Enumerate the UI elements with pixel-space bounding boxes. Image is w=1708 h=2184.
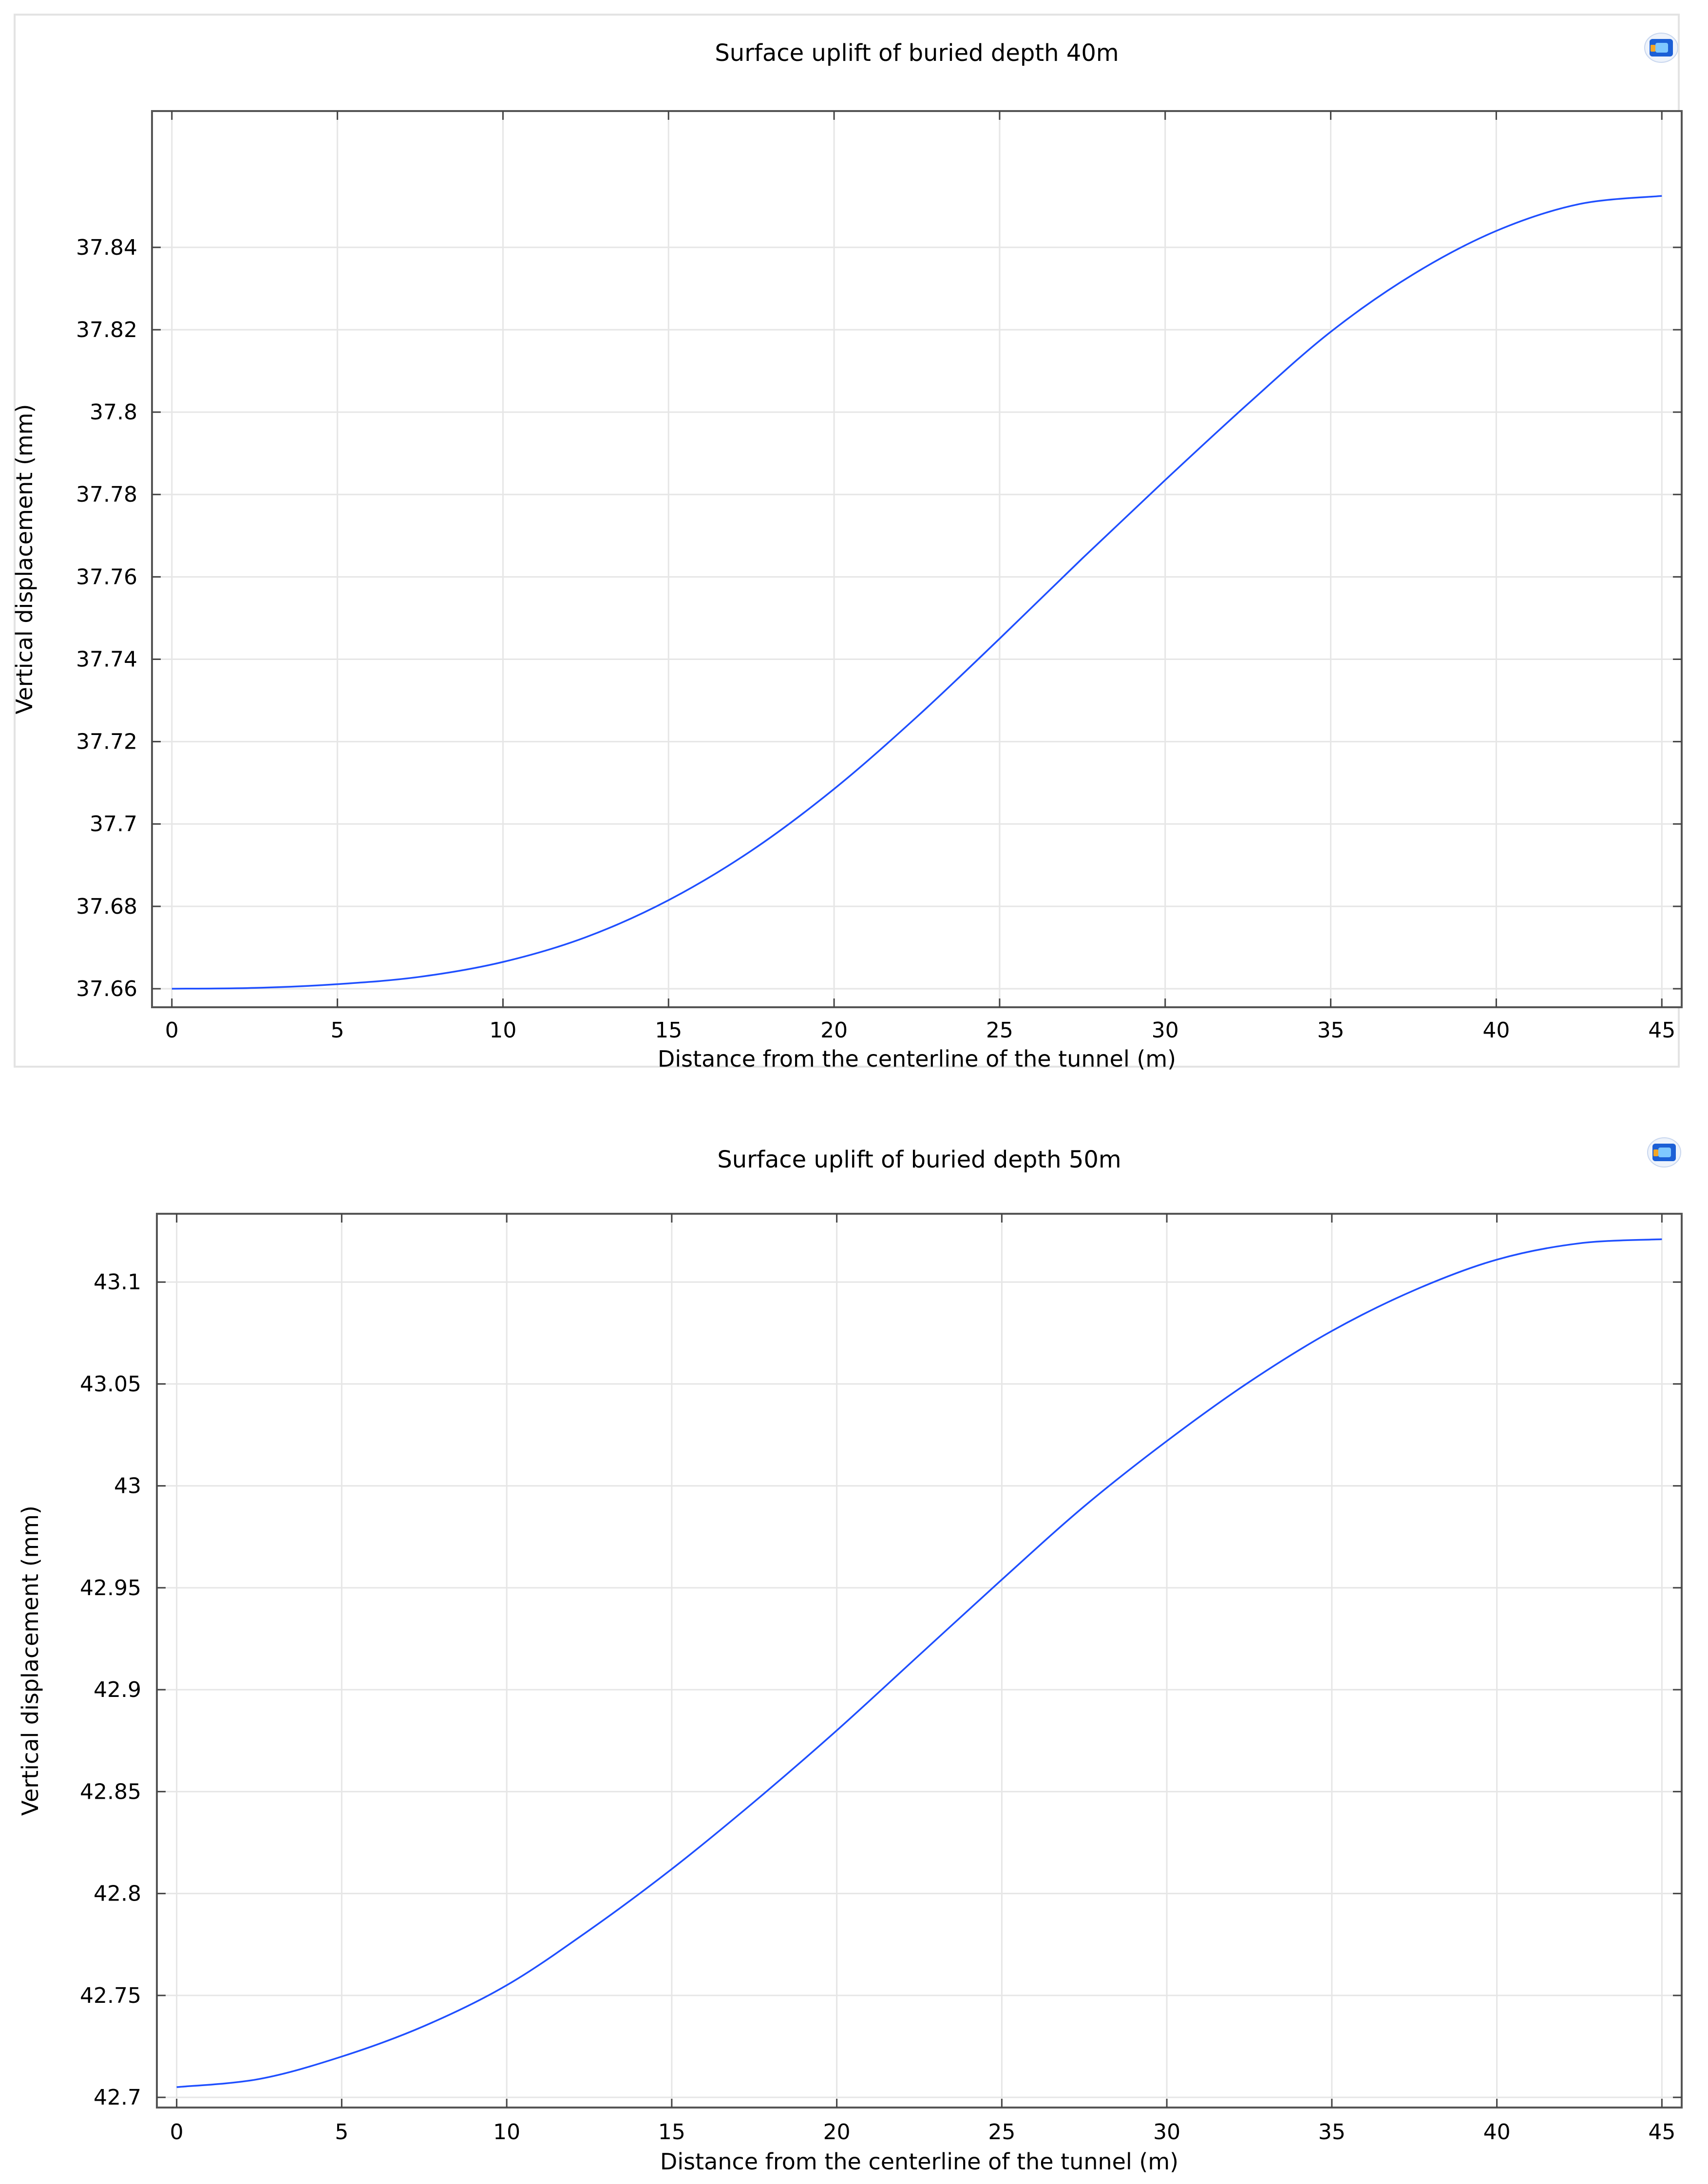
x-tick-label: 15 [655, 1018, 682, 1043]
y-tick-label: 37.8 [90, 400, 137, 425]
plot-area [156, 1213, 1683, 2109]
y-tick-label: 37.66 [76, 977, 137, 1001]
plot-border [151, 110, 1683, 1008]
y-tick-label: 37.7 [90, 812, 137, 837]
chart-panel-depth-50: Surface uplift of buried depth 50m 0 5 10 15… [0, 1092, 1708, 2184]
y-tick-label: 42.75 [80, 1983, 141, 2008]
x-tick-label: 25 [986, 1018, 1013, 1043]
y-tick-label: 43 [114, 1474, 141, 1499]
plot-border [156, 1213, 1683, 2109]
series-line [171, 195, 1662, 990]
y-tick-label: 37.82 [76, 318, 137, 342]
y-tick-label: 43.1 [94, 1270, 141, 1295]
x-tick-label: 20 [823, 2120, 851, 2145]
comsol-logo-icon [1647, 1137, 1681, 1167]
x-tick-label: 5 [331, 1018, 344, 1043]
series-line [176, 1238, 1662, 2088]
y-tick-label: 37.68 [76, 894, 137, 919]
x-axis-title: Distance from the centerline of the tunn… [660, 2148, 1178, 2175]
x-tick-label: 45 [1648, 2120, 1675, 2145]
chart-depth-50m: Surface uplift of buried depth 50m 0 5 10 15… [17, 1137, 1683, 2175]
x-tick-label: 25 [988, 2120, 1015, 2145]
x-tick-label: 10 [493, 2120, 520, 2145]
x-axis-title: Distance from the centerline of the tunn… [658, 1046, 1176, 1072]
y-axis-title: Vertical displacement (mm) [11, 404, 38, 715]
y-tick-label: 37.84 [76, 235, 137, 260]
y-tick-label: 42.7 [94, 2085, 141, 2110]
x-tick-label: 35 [1317, 1018, 1345, 1043]
x-tick-label: 10 [489, 1018, 516, 1043]
y-tick-label: 37.76 [76, 565, 137, 589]
y-tick-label: 42.85 [80, 1779, 141, 1804]
y-tick-label: 43.05 [80, 1372, 141, 1396]
x-tick-label: 15 [658, 2120, 685, 2145]
y-tick-label: 42.8 [94, 1882, 141, 1906]
comsol-logo-icon [1644, 33, 1678, 63]
y-tick-label: 42.9 [94, 1677, 141, 1702]
chart-panel-depth-40: Surface uplift of buried depth 40m 0 5 10 15… [11, 14, 1683, 1072]
y-tick-label: 37.78 [76, 482, 137, 507]
chart-title: Surface uplift of buried depth 50m [717, 1146, 1121, 1173]
plot-area [151, 110, 1683, 1008]
y-tick-label: 37.74 [76, 647, 137, 672]
y-tick-label: 37.72 [76, 730, 137, 754]
y-tick-label: 42.95 [80, 1576, 141, 1600]
y-axis-title: Vertical displacement (mm) [17, 1506, 43, 1816]
x-tick-label: 30 [1153, 2120, 1180, 2145]
chart-title: Surface uplift of buried depth 40m [715, 39, 1119, 67]
x-tick-label: 45 [1648, 1018, 1675, 1043]
x-tick-label: 40 [1483, 2120, 1511, 2145]
x-tick-label: 30 [1152, 1018, 1179, 1043]
x-tick-label: 20 [820, 1018, 848, 1043]
x-tick-label: 40 [1482, 1018, 1510, 1043]
x-tick-label: 0 [165, 1018, 179, 1043]
x-tick-label: 5 [335, 2120, 348, 2145]
chart-depth-40m: Surface uplift of buried depth 40m 0 5 10 15… [11, 14, 1683, 1072]
x-tick-label: 35 [1318, 2120, 1346, 2145]
x-tick-label: 0 [170, 2120, 184, 2145]
